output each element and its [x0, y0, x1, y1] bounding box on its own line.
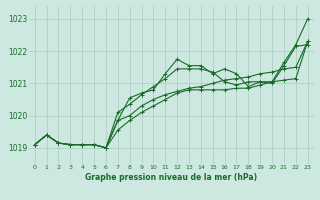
- X-axis label: Graphe pression niveau de la mer (hPa): Graphe pression niveau de la mer (hPa): [85, 173, 257, 182]
